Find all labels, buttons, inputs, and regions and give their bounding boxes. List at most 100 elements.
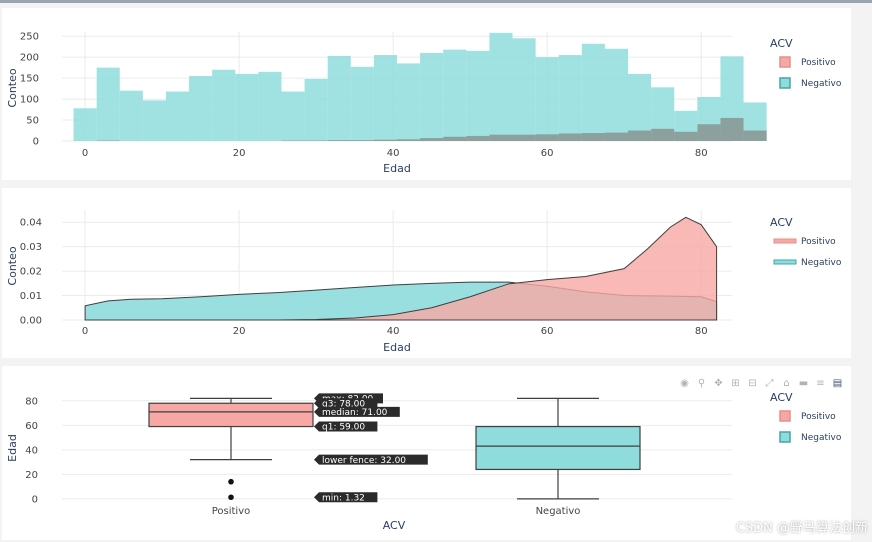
y-tick-label: 250 xyxy=(20,32,39,43)
x-tick-label: Positivo xyxy=(212,506,251,517)
autoscale-icon[interactable]: ⤢ xyxy=(765,378,774,389)
zoom-icon[interactable]: ⚲ xyxy=(697,378,706,389)
histogram-bar-negativo xyxy=(258,71,282,141)
histogram-bar-positivo xyxy=(581,133,605,141)
histogram-bar-negativo xyxy=(96,67,120,141)
legend-swatch xyxy=(779,56,791,68)
zoom-out-icon[interactable]: ⊟ xyxy=(748,378,757,389)
y-tick-label: 150 xyxy=(20,74,39,85)
x-tick-label: 20 xyxy=(233,326,246,337)
y-axis-title: Edad xyxy=(6,434,19,462)
histogram-bar-negativo xyxy=(189,76,213,141)
histogram-bar-negativo xyxy=(73,108,97,141)
hover-label-box xyxy=(314,398,378,409)
legend-title: ACV xyxy=(770,391,793,404)
y-tick-label: 0.01 xyxy=(20,291,42,302)
histogram-bar-negativo xyxy=(443,49,467,141)
density-area-positivo xyxy=(277,216,718,321)
histogram-bar-negativo xyxy=(604,48,629,142)
plotly-logo-icon[interactable]: ▤ xyxy=(832,378,843,389)
reset-axes-icon[interactable]: ⌂ xyxy=(783,378,790,389)
hover-label-box xyxy=(314,421,378,432)
histogram-bar-negativo xyxy=(304,78,328,141)
y-tick-label: 0 xyxy=(32,494,38,505)
histogram-bar-negativo xyxy=(397,63,421,141)
histogram-bar-positivo xyxy=(743,130,767,141)
compare-icon[interactable]: ≡ xyxy=(816,378,825,389)
hover-label-box xyxy=(314,492,378,503)
histogram-bar-positivo xyxy=(558,133,582,141)
histogram-bar-positivo xyxy=(489,134,513,141)
histogram-bar-positivo xyxy=(443,136,467,141)
legend-title: ACV xyxy=(770,216,793,229)
hover-label-text: min: 1.32 xyxy=(322,493,365,503)
y-tick-label: 0.00 xyxy=(20,316,42,327)
x-tick-label: 60 xyxy=(541,326,554,337)
legend-swatch xyxy=(779,410,791,422)
legend-label-positivo: Positivo xyxy=(801,237,836,247)
hover-label-text: q3: 78.00 xyxy=(322,399,365,409)
zoom-in-icon[interactable]: ⊞ xyxy=(731,378,740,389)
legend-title: ACV xyxy=(770,37,793,50)
histogram-bar-negativo xyxy=(628,73,652,141)
y-tick-label: 60 xyxy=(25,421,38,432)
camera-icon[interactable]: ◉ xyxy=(680,378,689,389)
y-tick-label: 200 xyxy=(20,53,39,64)
histogram-bar-positivo xyxy=(720,117,744,141)
hover-label: median: 71.00 xyxy=(314,406,400,418)
pan-icon[interactable]: ✥ xyxy=(714,378,723,389)
histogram-bar-negativo xyxy=(350,66,374,141)
histogram-chart[interactable]: 0 50 100 150 200 250 0 20 40 60 80 Edad Conteo ACV Pos… xyxy=(2,8,851,180)
legend-label-positivo: Positivo xyxy=(801,58,836,68)
density-chart[interactable]: 0.00 0.01 0.02 0.03 0.04 0 20 40 60 80 Edad Conteo A… xyxy=(2,188,851,358)
histogram-bar-negativo xyxy=(466,50,490,141)
x-tick-label: 0 xyxy=(82,326,88,337)
y-tick-label: 0.03 xyxy=(20,242,42,253)
histogram-bar-positivo xyxy=(674,131,698,141)
spike-lines-icon[interactable]: ▬ xyxy=(798,378,809,389)
y-axis-title: Conteo xyxy=(6,68,19,107)
box-outlier-positivo xyxy=(228,494,234,501)
window-top-bar xyxy=(0,0,872,3)
histogram-panel: 0 50 100 150 200 250 0 20 40 60 80 Edad Conteo ACV Pos… xyxy=(2,8,851,180)
histogram-bar-negativo xyxy=(165,91,190,141)
x-axis-title: Edad xyxy=(383,341,411,354)
box-positivo xyxy=(148,402,314,428)
boxplot-chart[interactable]: 020406080PositivoNegativomax: 82.00q3: 7… xyxy=(2,366,851,540)
box-outlier-positivo xyxy=(228,478,234,485)
x-tick-label: 20 xyxy=(233,148,246,159)
box-negativo xyxy=(475,425,641,471)
hover-label-box xyxy=(314,454,428,465)
histogram-bar-negativo xyxy=(119,90,143,141)
hover-label-text: q1: 59.00 xyxy=(322,423,365,433)
legend-label-negativo: Negativo xyxy=(801,433,842,443)
hover-label-text: median: 71.00 xyxy=(322,408,388,418)
histogram-bar-negativo xyxy=(235,73,259,141)
legend-swatch xyxy=(779,431,791,443)
x-tick-label: 80 xyxy=(695,148,708,159)
hover-label: lower fence: 32.00 xyxy=(314,454,428,466)
histogram-bar-positivo xyxy=(420,138,444,141)
histogram-bar-negativo xyxy=(142,100,166,141)
histogram-bar-negativo xyxy=(281,91,305,141)
histogram-bar-positivo xyxy=(651,128,675,141)
histogram-bar-positivo xyxy=(512,134,536,141)
density-panel: 0.00 0.01 0.02 0.03 0.04 0 20 40 60 80 Edad Conteo A… xyxy=(2,188,851,358)
legend-swatch xyxy=(773,259,797,265)
histogram-bar-positivo xyxy=(628,130,652,141)
hover-label: q1: 59.00 xyxy=(314,421,378,433)
y-tick-label: 80 xyxy=(25,396,38,407)
histogram-bar-negativo xyxy=(327,55,351,142)
y-tick-label: 20 xyxy=(25,470,38,481)
y-tick-label: 0.04 xyxy=(20,218,42,229)
x-tick-label: 40 xyxy=(387,326,400,337)
y-tick-label: 100 xyxy=(20,95,39,106)
legend-swatch xyxy=(779,77,791,89)
histogram-bar-negativo xyxy=(512,38,536,141)
y-axis-title: Conteo xyxy=(6,246,19,285)
histogram-bar-positivo xyxy=(697,124,721,141)
x-tick-label: Negativo xyxy=(536,506,581,517)
histogram-bar-positivo xyxy=(535,134,559,141)
x-tick-label: 0 xyxy=(82,148,88,159)
histogram-bar-negativo xyxy=(373,55,397,141)
